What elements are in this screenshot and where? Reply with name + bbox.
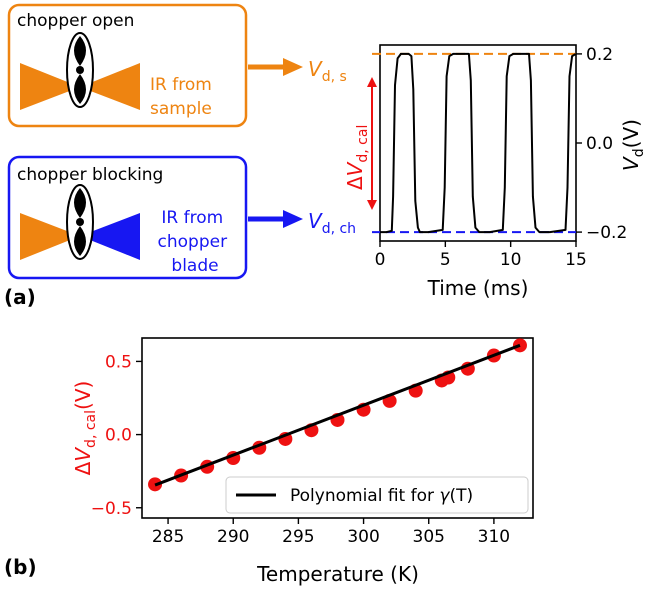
chart-a-y-label: Vd(V) <box>619 119 647 171</box>
chart-b-y-ticks: 0.5 0.0 −0.5 <box>91 352 142 519</box>
chopper-wheel-blocking-icon <box>66 184 94 260</box>
x-tick-label: 15 <box>565 250 587 270</box>
chart-a-series <box>380 52 577 234</box>
y-tick-label: 0.0 <box>586 134 613 154</box>
y-tick-label: 0.5 <box>105 352 132 372</box>
fit-line <box>154 343 521 487</box>
blocking-arrow-head-icon <box>283 210 303 228</box>
x-tick-label: 10 <box>500 250 522 270</box>
chopper-wheel-open-icon <box>66 32 94 108</box>
chopper-open-text: IR from sample <box>150 75 217 119</box>
panel-a-chart: 0 5 10 15 0.2 0.0 −0.2 Time (ms) Vd(V) <box>372 44 647 300</box>
delta-v-label: ΔVd, cal <box>343 125 371 190</box>
x-tick-label: 285 <box>152 527 184 547</box>
signal-line-0 <box>380 52 577 234</box>
chopper-open-box: chopper open IR from sample <box>7 3 248 128</box>
x-tick-label: 0 <box>375 250 386 270</box>
legend-box <box>225 476 529 514</box>
blocking-text-line-1: IR from <box>161 208 223 228</box>
blocking-text-line-2: chopper <box>158 232 228 252</box>
x-tick-label: 310 <box>478 527 510 547</box>
y-tick-label: 0.0 <box>105 426 132 446</box>
blocking-text-line-3: blade <box>171 256 218 276</box>
legend-label: Polynomial fit for γ(T) <box>290 486 473 506</box>
x-tick-label: 5 <box>440 250 451 270</box>
panel-a-label: (a) <box>4 285 36 309</box>
x-tick-label: 295 <box>282 527 314 547</box>
panel-a-schematic: chopper open IR from sample chopper bloc… <box>4 3 377 309</box>
open-arrow-head-icon <box>283 58 303 76</box>
chart-a-y-ticks: 0.2 0.0 −0.2 <box>576 45 627 243</box>
open-text-line-1: IR from <box>150 75 212 95</box>
chart-b-x-label: Temperature (K) <box>256 562 419 586</box>
chopper-blocking-title: chopper blocking <box>17 165 163 185</box>
chart-b-fit-line <box>154 343 521 487</box>
chart-b-x-ticks: 285 290 295 300 305 310 <box>152 518 510 547</box>
chopper-blocking-box: chopper blocking IR from chopper blade <box>7 155 248 280</box>
open-text-line-2: sample <box>150 99 212 119</box>
y-tick-label: −0.2 <box>586 223 627 243</box>
ir-beam-right-icon <box>80 63 140 110</box>
chart-b-legend: Polynomial fit for γ(T) <box>225 476 529 514</box>
chopper-open-title: chopper open <box>17 11 134 31</box>
chart-b-frame <box>141 337 534 519</box>
y-tick-label: −0.5 <box>91 499 132 519</box>
x-tick-label: 305 <box>413 527 445 547</box>
x-tick-label: 290 <box>217 527 249 547</box>
chart-a-x-ticks: 0 5 10 15 <box>375 241 587 270</box>
chart-b-y-label: ΔVd, cal(V) <box>71 381 99 476</box>
ir-beam-blade-icon <box>80 213 140 260</box>
ir-beam-sample-icon <box>20 213 80 260</box>
vds-label: Vd, s <box>308 57 347 85</box>
chopper-blocking-text: IR from chopper blade <box>158 208 233 276</box>
ir-beam-left-icon <box>20 63 80 110</box>
vdch-label: Vd, ch <box>308 209 356 237</box>
panel-b-label: (b) <box>4 555 37 579</box>
y-tick-label: 0.2 <box>586 45 613 65</box>
chart-a-frame <box>379 44 577 242</box>
chart-a-x-label: Time (ms) <box>427 276 529 300</box>
panel-b-chart: 285 290 295 300 305 310 0.5 0.0 −0.5 Temperatur… <box>4 337 534 586</box>
x-tick-label: 300 <box>347 527 379 547</box>
